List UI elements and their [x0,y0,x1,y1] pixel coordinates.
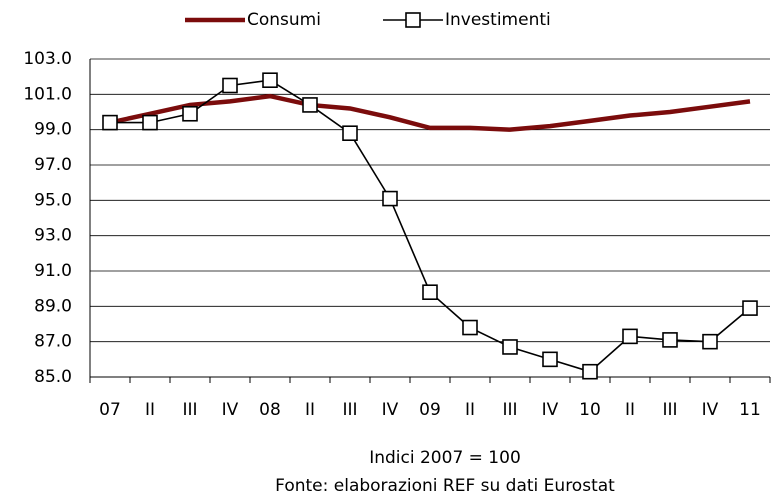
legend-label: Investimenti [445,10,551,30]
series-line [109,93,751,132]
marker [382,190,398,207]
marker [342,125,358,141]
x-tick-label: 07 [99,400,121,420]
x-tick-label: III [502,400,517,420]
marker [582,363,598,380]
x-tick-label: II [305,400,315,420]
x-tick-label: IV [542,400,559,420]
marker [222,77,238,94]
x-tick-label: IV [382,400,399,420]
y-tick-label: 85.0 [34,367,72,387]
marker [422,284,438,301]
x-tick-label: II [145,400,155,420]
x-tick-label: 11 [739,400,761,420]
note: Fonte: elaborazioni REF su dati Eurostat [275,476,615,496]
marker [502,339,518,355]
y-tick-label: 101.0 [23,84,72,104]
x-tick-label: II [625,400,635,420]
marker [702,333,718,350]
x-tick-label: 09 [419,400,441,420]
y-tick-label: 97.0 [34,155,72,175]
y-tick-label: 95.0 [34,190,72,210]
marker [542,351,558,368]
x-tick-label: III [342,400,357,420]
y-tick-label: 87.0 [34,332,72,352]
y-tick-label: 89.0 [34,296,72,316]
marker [462,319,478,336]
y-tick-label: 93.0 [34,226,72,246]
marker [742,300,758,316]
series-line [110,79,751,373]
marker [142,114,158,131]
marker [262,72,278,88]
legend-label: Consumi [247,10,321,30]
x-tick-label: IV [702,400,719,420]
x-tick-label: IV [222,400,239,420]
x-tick-label: III [182,400,197,420]
y-tick-label: 99.0 [34,120,72,140]
legend-marker [405,12,421,28]
x-tick-label: III [662,400,677,420]
y-tick-label: 103.0 [23,49,72,69]
marker [662,332,678,348]
marker [102,114,118,131]
marker [302,97,318,113]
x-tick-label: 08 [259,400,281,420]
marker [622,328,638,345]
y-tick-label: 91.0 [34,261,72,281]
note: Indici 2007 = 100 [369,448,521,468]
marker [182,105,198,122]
x-tick-label: 10 [579,400,601,420]
x-tick-label: II [465,400,475,420]
